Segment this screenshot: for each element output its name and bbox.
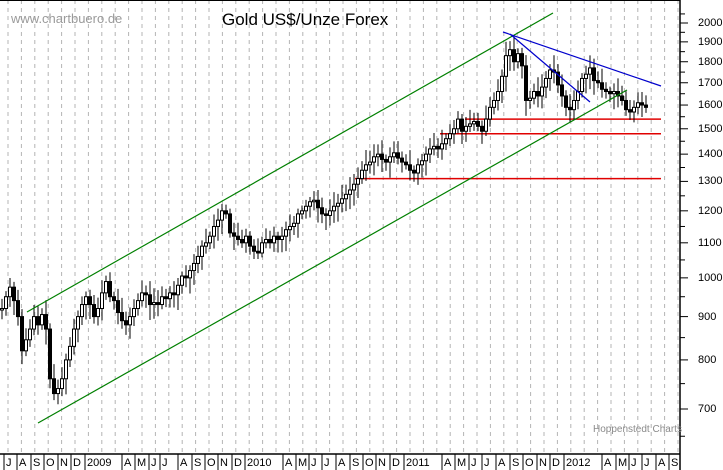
x-tick-label: A [124,457,132,469]
x-tick-label: A [180,457,188,469]
y-tick-label: 1500 [698,122,723,135]
x-tick-label: 2010 [247,457,272,469]
x-tick-label: A [658,457,666,469]
vertical-gridlines [7,0,679,454]
y-tick-label: 1300 [698,175,723,188]
x-tick-label: O [46,457,55,469]
y-tick-label: 1700 [698,76,723,89]
x-tick-label: D [392,457,400,469]
y-tick-label: 700 [698,403,717,415]
y-tick-label: 1000 [698,271,723,284]
support-lines [355,118,661,180]
x-tick-label: S [194,457,202,469]
y-tick-label: 2000 [698,17,723,29]
x-tick-label: D [234,457,242,469]
x-tick-label: N [378,457,386,469]
x-tick-label: A [604,457,612,469]
x-tick-label: A [338,457,346,469]
x-tick-label: J [471,457,477,469]
x-tick-label: A [498,457,506,469]
x-tick-label: D [552,457,560,469]
price-candles [0,36,648,405]
x-tick-label: N [60,457,68,469]
source-credit: Hoppenstedt Charts [593,424,682,435]
x-tick-label: A [444,457,452,469]
x-tick-label: O [525,457,534,469]
x-tick-label: J [6,457,12,469]
x-tick-label: J [644,457,650,469]
trend-lines [26,12,662,424]
x-tick-label: S [512,457,520,469]
y-tick-label: 900 [698,310,717,323]
x-tick-label: J [151,457,157,469]
y-tick-label: 1400 [698,148,723,161]
x-tick-label: J [311,457,317,469]
x-tick-label: S [671,457,679,469]
x-tick-label: M [618,457,628,469]
y-tick-label: 1100 [698,236,722,249]
x-tick-label: 2011 [406,457,430,469]
x-tick-label: N [539,457,547,469]
chart-title: Gold US$/Unze Forex [222,10,389,29]
x-tick-label: S [33,457,41,469]
x-tick-label: S [352,457,360,469]
x-tick-label: J [631,457,637,469]
x-tick-label: N [220,457,228,469]
watermark: www.chartbuero.de [11,11,123,26]
x-tick-label: J [484,457,490,469]
y-tick-label: 1200 [698,204,723,217]
x-tick-label: A [19,457,27,469]
x-tick-label: J [324,457,330,469]
x-tick-label: J [162,457,168,469]
x-tick-label: M [137,457,147,469]
x-tick-label: O [207,457,216,469]
y-tick-label: 1800 [698,55,723,68]
x-tick-label: M [298,457,308,469]
y-tick-label: 800 [698,353,717,366]
y-tick-label: 1900 [698,35,723,48]
x-tick-label: 2009 [87,457,112,469]
y-tick-label: 1600 [698,99,723,112]
axes [0,0,688,470]
x-tick-label: M [457,457,467,469]
x-tick-label: O [365,457,374,469]
x-tick-label: D [73,457,81,469]
x-tick-label: 2012 [566,457,591,469]
x-tick-label: A [285,457,293,469]
